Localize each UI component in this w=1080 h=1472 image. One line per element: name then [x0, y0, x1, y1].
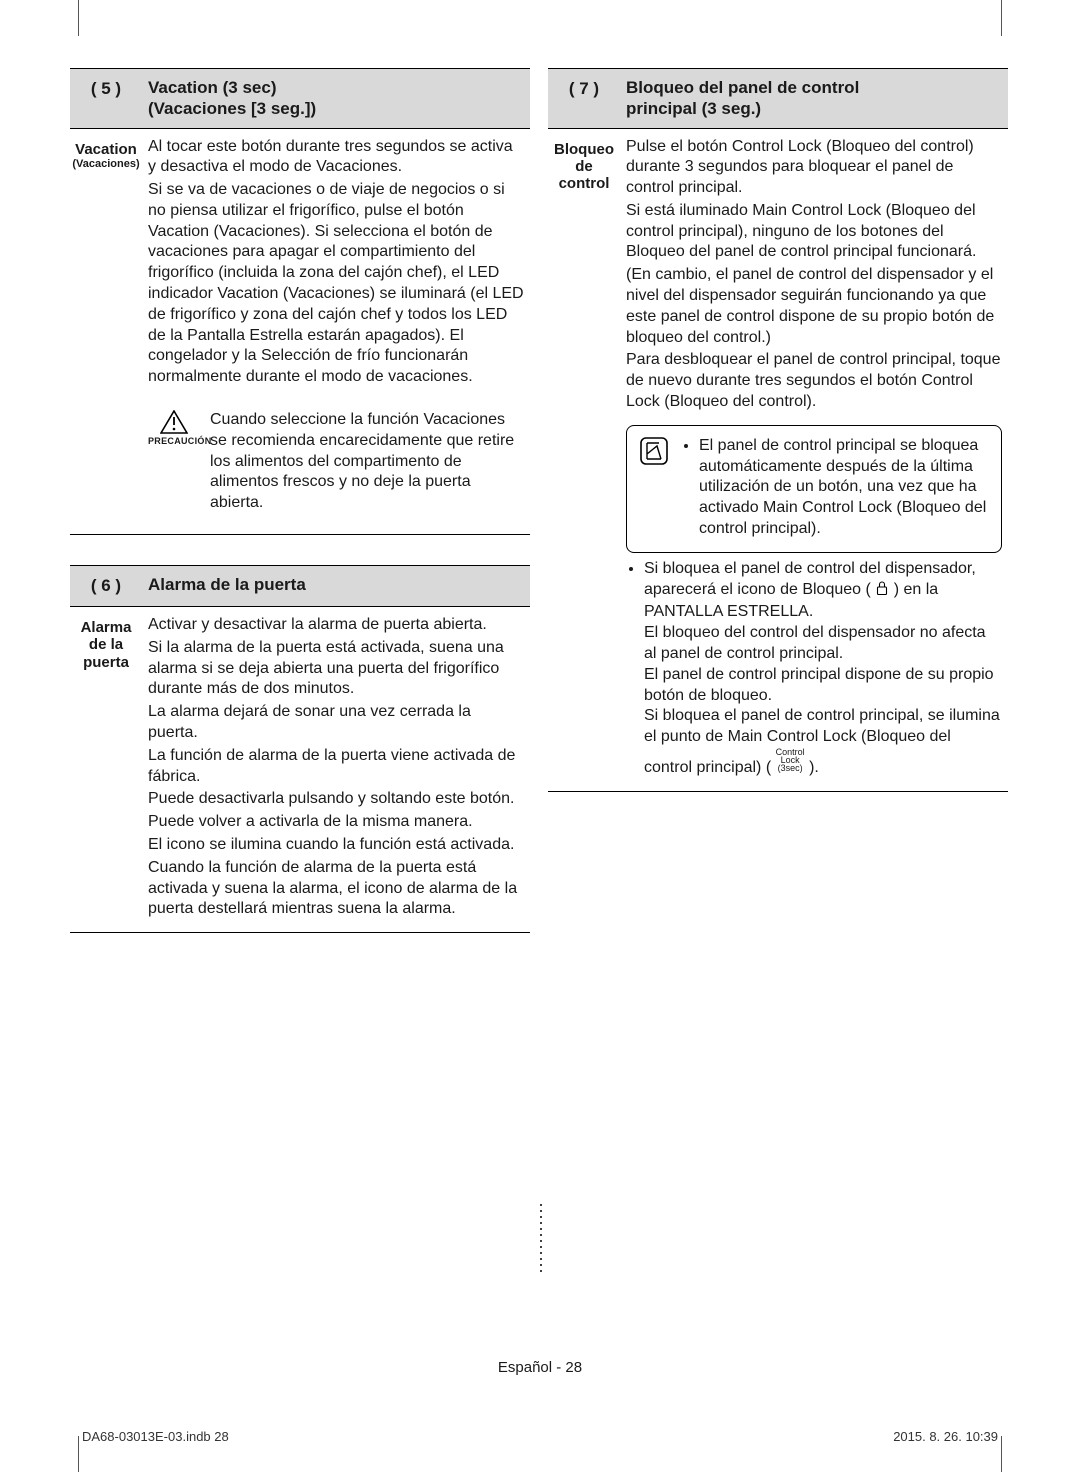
- label-line: Alarma: [70, 619, 142, 636]
- section-6-body: Activar y desactivar la alarma de puerta…: [142, 607, 530, 933]
- label-main: Vacation: [75, 141, 137, 158]
- note-icon: [639, 436, 669, 466]
- body-para: Cuando la función de alarma de la puerta…: [148, 858, 524, 920]
- label-line: puerta: [70, 654, 142, 671]
- title-line: Bloqueo del panel de control: [626, 77, 1002, 98]
- body-para: El icono se ilumina cuando la función es…: [148, 835, 524, 856]
- section-6-title: Alarma de la puerta: [142, 566, 530, 607]
- section-6-number: ( 6 ): [70, 566, 142, 607]
- outer-bullet: Si bloquea el panel de control del dispe…: [644, 559, 1002, 779]
- body-para: Para desbloquear el panel de control pri…: [626, 350, 1002, 412]
- dotted-center-line: [540, 1202, 542, 1276]
- label-line: control: [548, 175, 620, 192]
- bullet-text: ).: [809, 759, 819, 776]
- crop-mark: [78, 1436, 79, 1472]
- section-6-table: ( 6 ) Alarma de la puerta Alarma de la p…: [70, 565, 530, 933]
- section-5-number: ( 5 ): [70, 69, 142, 129]
- crop-mark: [1001, 1436, 1002, 1472]
- columns: ( 5 ) Vacation (3 sec) (Vacaciones [3 se…: [70, 68, 1010, 933]
- column-divider: [536, 68, 542, 933]
- section-7-table: ( 7 ) Bloqueo del panel de control princ…: [548, 68, 1008, 792]
- caution-icon: PRECAUCIÓN: [148, 410, 200, 448]
- body-para: Si se va de vacaciones o de viaje de neg…: [148, 180, 524, 388]
- control-lock-icon: ControlLock(3sec): [776, 748, 805, 772]
- meta-left: DA68-03013E-03.indb 28: [82, 1429, 229, 1444]
- section-7-body: Pulse el botón Control Lock (Bloqueo del…: [620, 128, 1008, 792]
- page: ( 5 ) Vacation (3 sec) (Vacaciones [3 se…: [0, 0, 1080, 1472]
- page-footer: Español - 28: [0, 1359, 1080, 1376]
- right-column: ( 7 ) Bloqueo del panel de control princ…: [548, 68, 1008, 933]
- note-bullet: El panel de control principal se bloquea…: [699, 436, 989, 540]
- title-line: principal (3 seg.): [626, 98, 1002, 119]
- title-line: Vacation (3 sec): [148, 77, 524, 98]
- body-para: Pulse el botón Control Lock (Bloqueo del…: [626, 137, 1002, 199]
- label-line: de: [548, 158, 620, 175]
- title-line: (Vacaciones [3 seg.]): [148, 98, 524, 119]
- bullet-para: El bloqueo del control del dispensador n…: [644, 623, 1002, 665]
- spacer: [70, 535, 530, 565]
- note-bullets: El panel de control principal se bloquea…: [681, 436, 989, 542]
- body-para: La función de alarma de la puerta viene …: [148, 746, 524, 788]
- section-5-body: Al tocar este botón durante tres segundo…: [142, 128, 530, 535]
- crop-mark: [1001, 0, 1002, 36]
- bullet-para: Si bloquea el panel de control principal…: [644, 706, 1002, 779]
- meta-right: 2015. 8. 26. 10:39: [893, 1429, 998, 1444]
- body-para: Si la alarma de la puerta está activada,…: [148, 638, 524, 700]
- caution-text: Cuando seleccione la función Vacaciones …: [210, 410, 524, 514]
- section-5-label: Vacation (Vacaciones): [70, 128, 142, 535]
- body-para: Puede desactivarla pulsando y soltando e…: [148, 789, 524, 810]
- body-para: (En cambio, el panel de control del disp…: [626, 265, 1002, 348]
- label-sub: (Vacaciones): [70, 158, 142, 171]
- note-box: El panel de control principal se bloquea…: [626, 425, 1002, 553]
- bullet-text: Si bloquea el panel de control principal…: [644, 707, 1000, 776]
- left-column: ( 5 ) Vacation (3 sec) (Vacaciones [3 se…: [70, 68, 530, 933]
- lock-icon: [875, 580, 889, 603]
- section-7-title: Bloqueo del panel de control principal (…: [620, 69, 1008, 129]
- body-para: Activar y desactivar la alarma de puerta…: [148, 615, 524, 636]
- label-line: de la: [70, 636, 142, 653]
- body-para: Al tocar este botón durante tres segundo…: [148, 137, 524, 179]
- section-7-number: ( 7 ): [548, 69, 620, 129]
- label-line: Bloqueo: [548, 141, 620, 158]
- body-para: Puede volver a activarla de la misma man…: [148, 812, 524, 833]
- bullet-para: El panel de control principal dispone de…: [644, 665, 1002, 707]
- crop-mark: [78, 0, 79, 36]
- body-para: Si está iluminado Main Control Lock (Blo…: [626, 201, 1002, 263]
- section-5-title: Vacation (3 sec) (Vacaciones [3 seg.]): [142, 69, 530, 129]
- body-para: La alarma dejará de sonar una vez cerrad…: [148, 702, 524, 744]
- caution-block: PRECAUCIÓN Cuando seleccione la función …: [148, 410, 524, 514]
- section-6-label: Alarma de la puerta: [70, 607, 142, 933]
- section-7-label: Bloqueo de control: [548, 128, 620, 792]
- outer-bullets: Si bloquea el panel de control del dispe…: [626, 559, 1002, 779]
- section-5-table: ( 5 ) Vacation (3 sec) (Vacaciones [3 se…: [70, 68, 530, 535]
- print-meta: DA68-03013E-03.indb 28 2015. 8. 26. 10:3…: [82, 1429, 998, 1444]
- caution-label: PRECAUCIÓN: [148, 436, 200, 448]
